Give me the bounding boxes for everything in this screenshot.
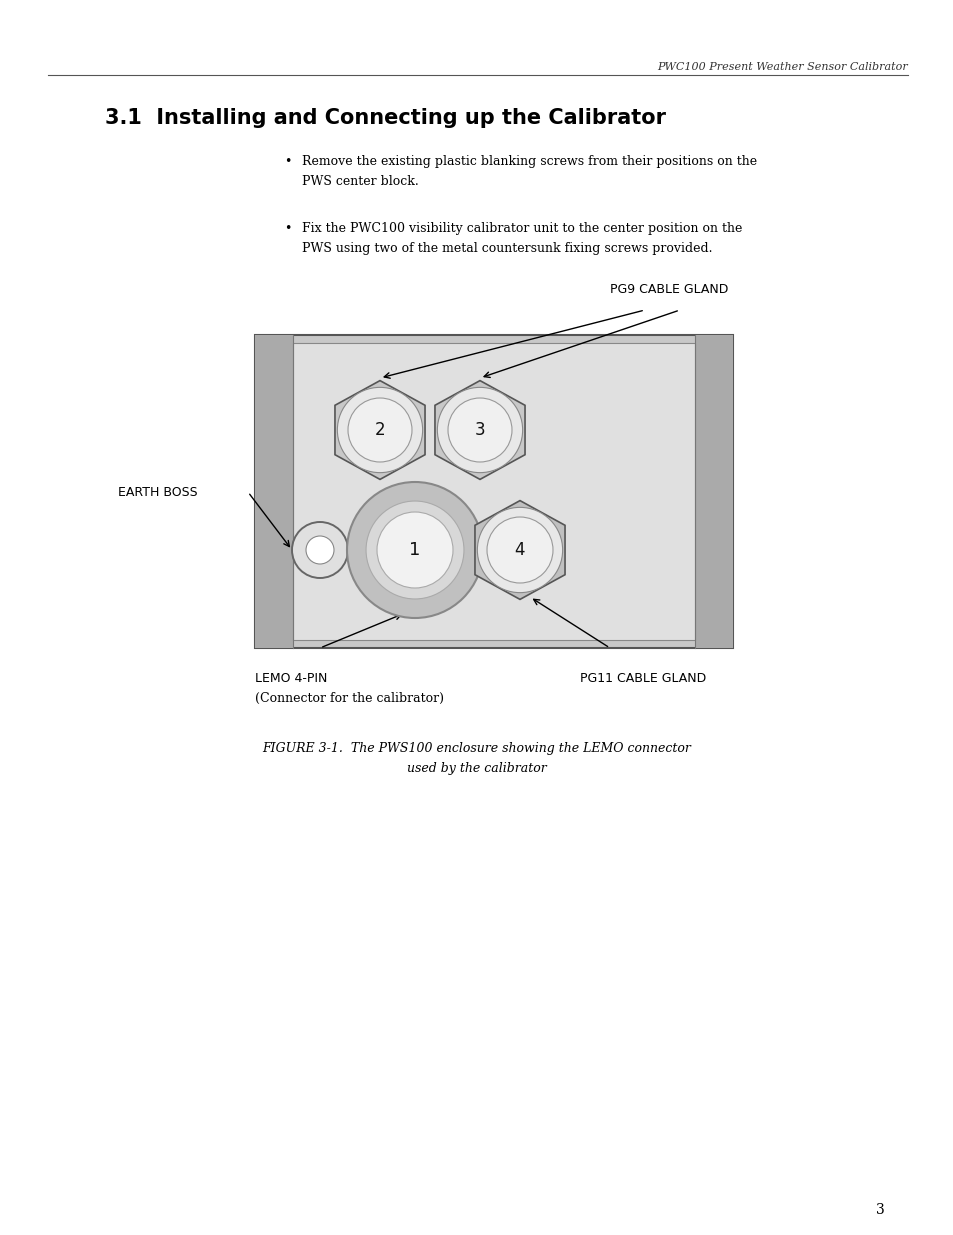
Polygon shape <box>335 380 425 479</box>
Text: PWS using two of the metal countersunk fixing screws provided.: PWS using two of the metal countersunk f… <box>302 242 712 254</box>
Text: PWC100 Present Weather Sensor Calibrator: PWC100 Present Weather Sensor Calibrator <box>657 62 907 72</box>
Polygon shape <box>435 380 524 479</box>
Text: 1: 1 <box>409 541 420 559</box>
Text: used by the calibrator: used by the calibrator <box>407 762 546 776</box>
Circle shape <box>486 517 553 583</box>
Text: PWS center block.: PWS center block. <box>302 175 418 188</box>
Text: (Connector for the calibrator): (Connector for the calibrator) <box>254 692 443 705</box>
Text: PG11 CABLE GLAND: PG11 CABLE GLAND <box>579 672 705 685</box>
Bar <box>254 335 293 648</box>
Circle shape <box>292 522 348 578</box>
Text: 4: 4 <box>515 541 525 559</box>
Circle shape <box>348 398 412 462</box>
Circle shape <box>448 398 512 462</box>
Circle shape <box>476 508 562 593</box>
Bar <box>695 335 732 648</box>
Text: EARTH BOSS: EARTH BOSS <box>118 485 197 499</box>
Bar <box>293 343 695 640</box>
Polygon shape <box>475 500 564 599</box>
Text: 3: 3 <box>875 1203 883 1216</box>
Circle shape <box>366 501 463 599</box>
Text: FIGURE 3-1.  The PWS100 enclosure showing the LEMO connector: FIGURE 3-1. The PWS100 enclosure showing… <box>262 742 691 755</box>
Text: Remove the existing plastic blanking screws from their positions on the: Remove the existing plastic blanking scr… <box>302 156 757 168</box>
Circle shape <box>306 536 334 564</box>
Text: 3.1  Installing and Connecting up the Calibrator: 3.1 Installing and Connecting up the Cal… <box>105 107 665 128</box>
Text: PG9 CABLE GLAND: PG9 CABLE GLAND <box>609 283 727 296</box>
Text: LEMO 4-PIN: LEMO 4-PIN <box>254 672 327 685</box>
Circle shape <box>347 482 482 618</box>
Text: 3: 3 <box>475 421 485 438</box>
Circle shape <box>337 388 422 473</box>
Circle shape <box>436 388 522 473</box>
Text: 2: 2 <box>375 421 385 438</box>
Text: •: • <box>284 156 292 168</box>
Text: Fix the PWC100 visibility calibrator unit to the center position on the: Fix the PWC100 visibility calibrator uni… <box>302 222 741 235</box>
Text: •: • <box>284 222 292 235</box>
Bar <box>254 335 732 648</box>
Circle shape <box>376 513 453 588</box>
